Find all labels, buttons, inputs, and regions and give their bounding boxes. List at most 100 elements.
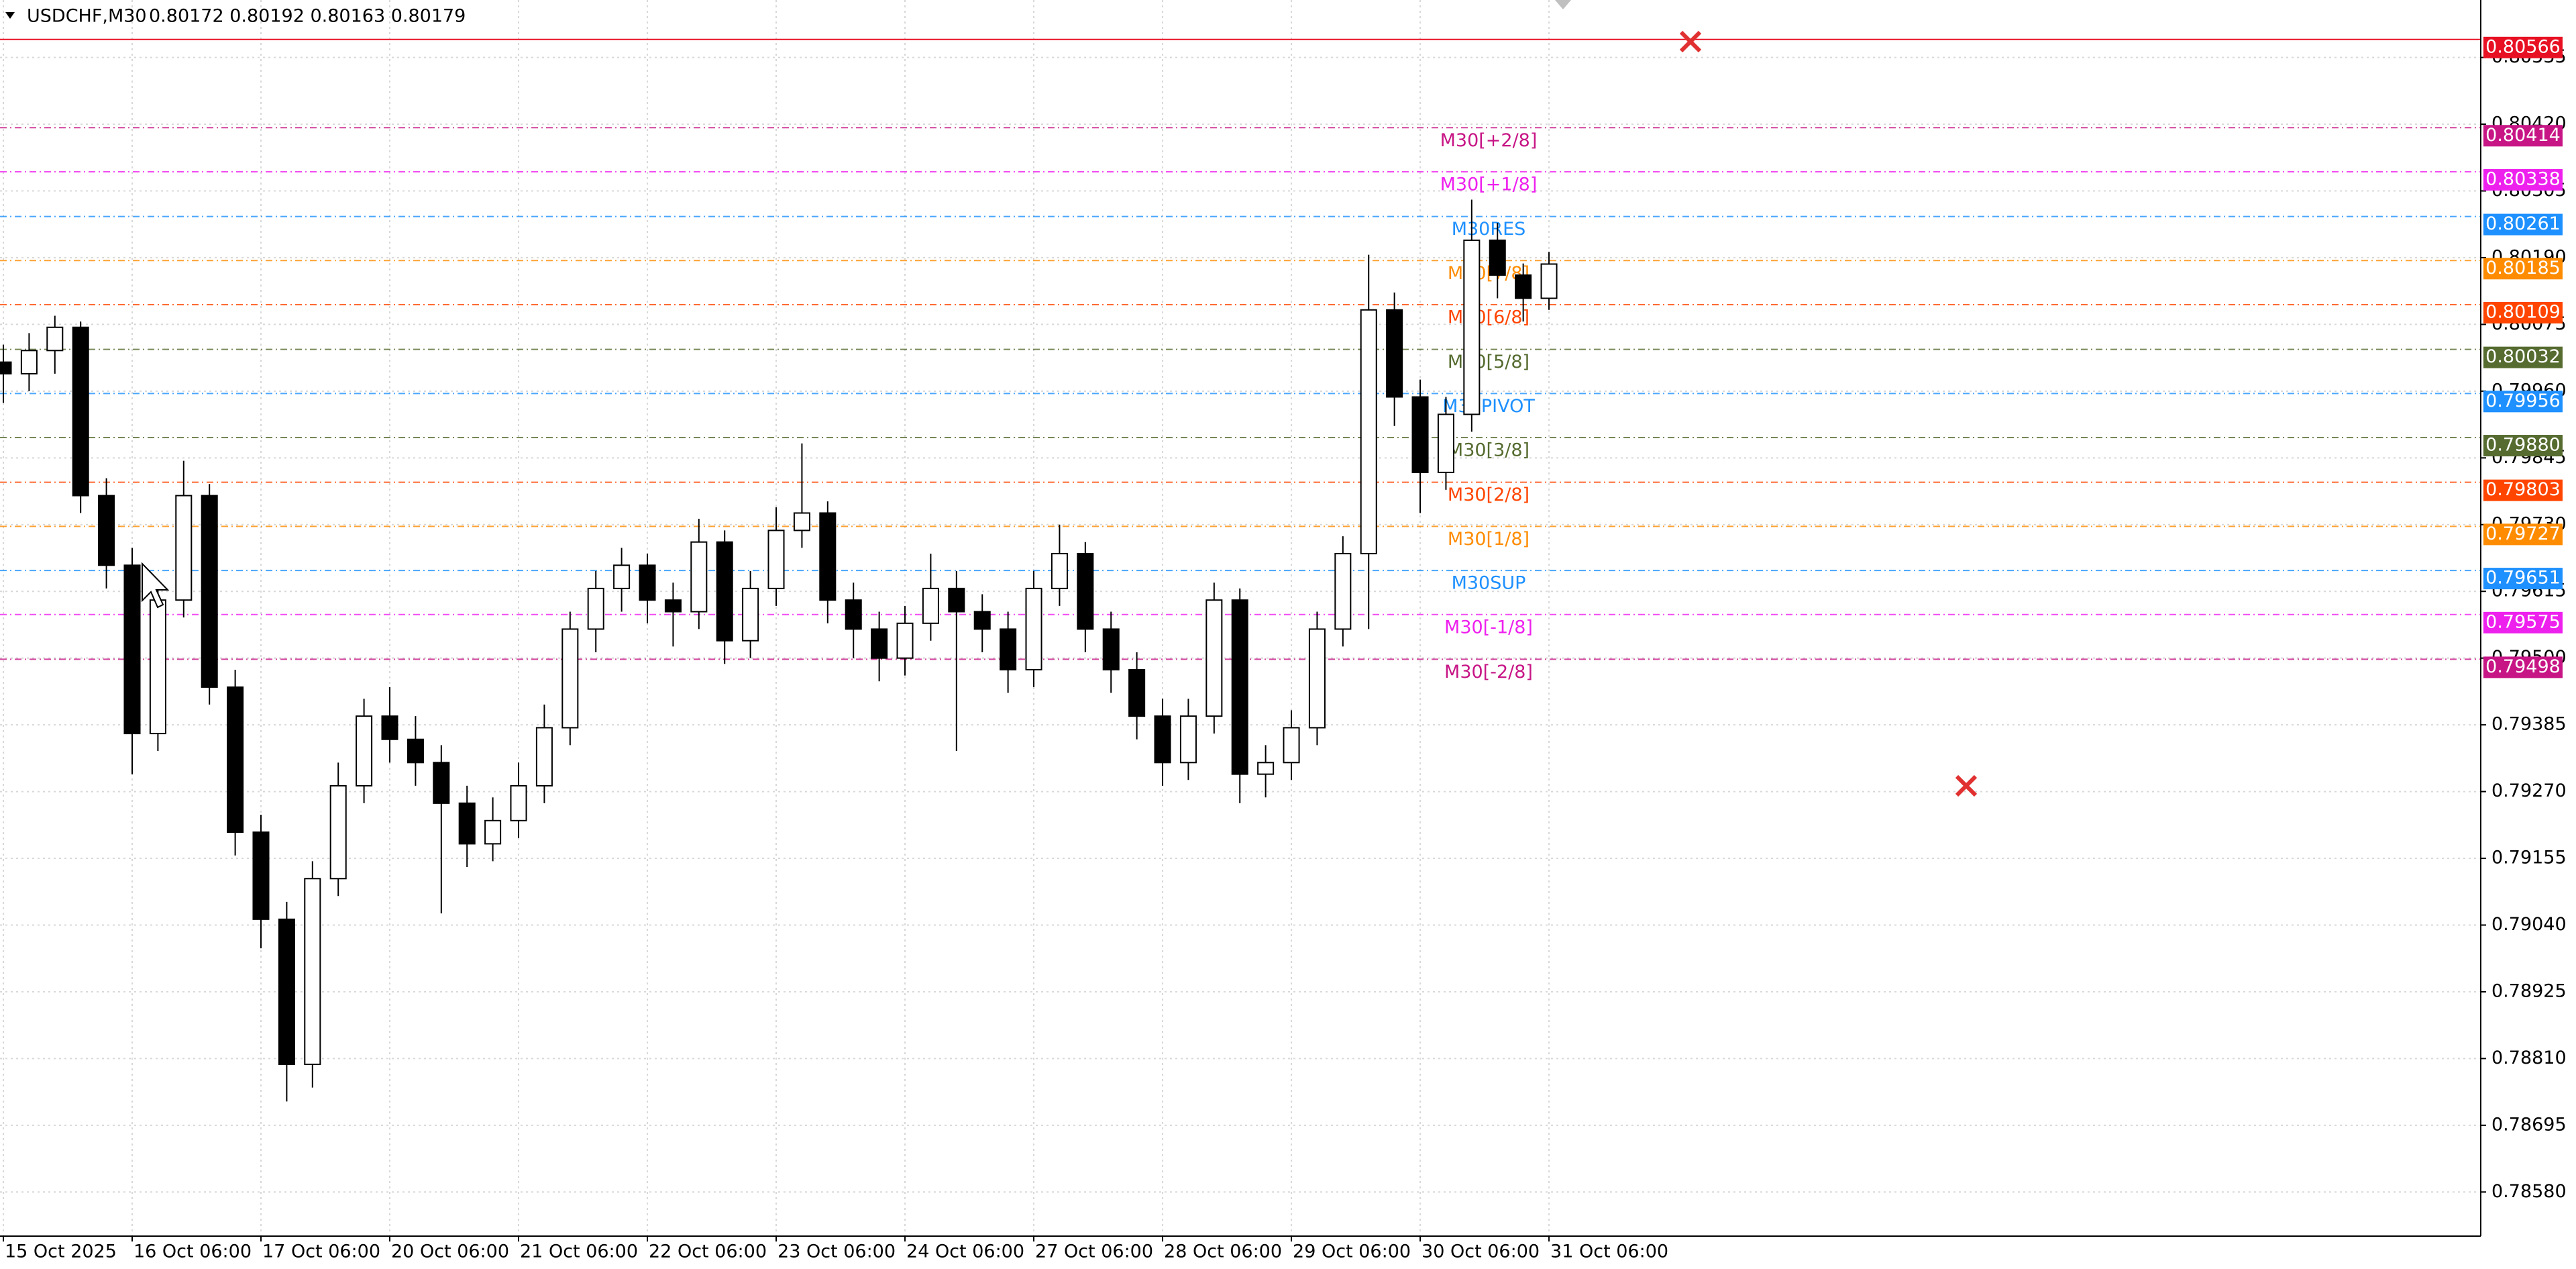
level-label: M30[2/8] bbox=[1448, 485, 1529, 505]
mouse-cursor bbox=[142, 562, 170, 609]
price-tag-label: 0.80185 bbox=[2485, 258, 2561, 278]
x-tick-label: 27 Oct 06:00 bbox=[1035, 1241, 1153, 1262]
candle-body bbox=[407, 738, 424, 764]
x-tick-label: 30 Oct 06:00 bbox=[1421, 1241, 1540, 1262]
y-tick-label: 0.78695 bbox=[2491, 1114, 2567, 1135]
level-label: M30[3/8] bbox=[1448, 440, 1529, 461]
price-tag-label: 0.79956 bbox=[2485, 391, 2561, 411]
candle-body bbox=[329, 784, 347, 880]
candle-body bbox=[1128, 668, 1146, 717]
price-tag bbox=[2483, 435, 2563, 457]
x-tick-label: 24 Oct 06:00 bbox=[906, 1241, 1024, 1262]
price-tag-label: 0.80566 bbox=[2485, 36, 2561, 57]
candle-body bbox=[535, 727, 553, 786]
y-tick-label: 0.79040 bbox=[2491, 914, 2567, 935]
candle-body bbox=[1102, 628, 1120, 670]
price-tag-label: 0.79498 bbox=[2485, 656, 2561, 677]
level-label: M30[+2/8] bbox=[1440, 130, 1538, 151]
candle-body bbox=[1231, 599, 1248, 775]
candle-body bbox=[1360, 309, 1377, 555]
candle-body bbox=[716, 541, 733, 642]
price-tag-label: 0.80032 bbox=[2485, 346, 2561, 367]
candle-body bbox=[1540, 263, 1558, 299]
candle-body bbox=[1179, 715, 1197, 764]
candle-body bbox=[381, 715, 398, 740]
candle-body bbox=[871, 628, 888, 659]
price-tag bbox=[2483, 346, 2563, 368]
candle-body bbox=[1077, 553, 1094, 630]
y-tick-label: 0.79155 bbox=[2491, 848, 2567, 868]
x-tick-label: 22 Oct 06:00 bbox=[649, 1241, 767, 1262]
chart-title: USDCHF,M30 bbox=[27, 6, 147, 27]
shift-marker[interactable] bbox=[1555, 0, 1571, 9]
x-tick-label: 23 Oct 06:00 bbox=[777, 1241, 896, 1262]
candle-body bbox=[278, 918, 295, 1066]
candle-body bbox=[922, 587, 939, 624]
price-tag bbox=[2483, 523, 2563, 546]
price-tag bbox=[2483, 479, 2563, 501]
price-tag bbox=[2483, 125, 2563, 147]
candle-body bbox=[252, 831, 270, 920]
candle-body bbox=[433, 762, 450, 804]
cross-object[interactable] bbox=[1955, 774, 1978, 797]
candle-body bbox=[304, 878, 321, 1066]
price-tag-label: 0.80414 bbox=[2485, 125, 2561, 146]
price-tag bbox=[2483, 568, 2563, 590]
candle-body bbox=[356, 715, 373, 786]
level-label: M30[5/8] bbox=[1448, 352, 1529, 372]
x-tick-label: 16 Oct 06:00 bbox=[133, 1241, 252, 1262]
candle-body bbox=[973, 611, 991, 630]
price-tag-label: 0.79651 bbox=[2485, 568, 2561, 589]
cross-object[interactable] bbox=[1679, 30, 1702, 53]
candle-body bbox=[149, 599, 166, 735]
price-tag bbox=[2483, 168, 2563, 191]
price-tag-label: 0.79727 bbox=[2485, 523, 2561, 544]
candle-body bbox=[510, 784, 527, 821]
candle-body bbox=[0, 361, 12, 374]
x-tick-label: 21 Oct 06:00 bbox=[520, 1241, 638, 1262]
candle-body bbox=[1463, 240, 1481, 415]
candle-body bbox=[664, 599, 682, 613]
candle-body bbox=[845, 599, 862, 630]
y-tick-label: 0.78925 bbox=[2491, 980, 2567, 1001]
x-tick-label: 28 Oct 06:00 bbox=[1164, 1241, 1282, 1262]
candle-body bbox=[767, 529, 785, 589]
level-label: M30[+1/8] bbox=[1440, 174, 1538, 195]
level-label: M30SUP bbox=[1452, 573, 1526, 594]
candle-body bbox=[948, 587, 965, 613]
x-tick-label: 17 Oct 06:00 bbox=[262, 1241, 380, 1262]
candle-body bbox=[690, 541, 708, 613]
candle-body bbox=[1283, 727, 1300, 764]
candle-body bbox=[1257, 762, 1275, 775]
candle-body bbox=[72, 326, 89, 497]
menu-triangle[interactable] bbox=[5, 12, 15, 19]
price-tag bbox=[2483, 213, 2563, 236]
candle-body bbox=[458, 802, 476, 845]
candle-body bbox=[793, 512, 810, 531]
grid-layer bbox=[0, 0, 2481, 1236]
y-tick-label: 0.78580 bbox=[2491, 1181, 2567, 1202]
y-tick-label: 0.79270 bbox=[2491, 780, 2567, 801]
price-tag bbox=[2483, 258, 2563, 280]
price-tag bbox=[2483, 611, 2563, 633]
candle-body bbox=[587, 587, 604, 630]
candle-body bbox=[1205, 599, 1223, 717]
price-tag-label: 0.80261 bbox=[2485, 213, 2561, 234]
levels-layer: M30[+2/8]M30[+1/8]M30RESM30[7/8]M30[6/8]… bbox=[0, 38, 2481, 682]
y-tick-label: 0.78810 bbox=[2491, 1048, 2567, 1068]
candle-body bbox=[1411, 396, 1429, 473]
candle-body bbox=[46, 326, 64, 352]
candles-layer bbox=[0, 199, 1558, 1102]
x-tick-label: 31 Oct 06:00 bbox=[1550, 1241, 1668, 1262]
candle-body bbox=[1051, 553, 1068, 589]
candle-body bbox=[1025, 587, 1042, 670]
candle-body bbox=[819, 512, 837, 601]
candle-body bbox=[98, 495, 115, 566]
level-label: M30[-1/8] bbox=[1444, 617, 1533, 638]
candle-body bbox=[484, 819, 502, 845]
candle-body bbox=[175, 495, 193, 601]
candle-body bbox=[1386, 309, 1403, 398]
candle-body bbox=[639, 564, 656, 601]
